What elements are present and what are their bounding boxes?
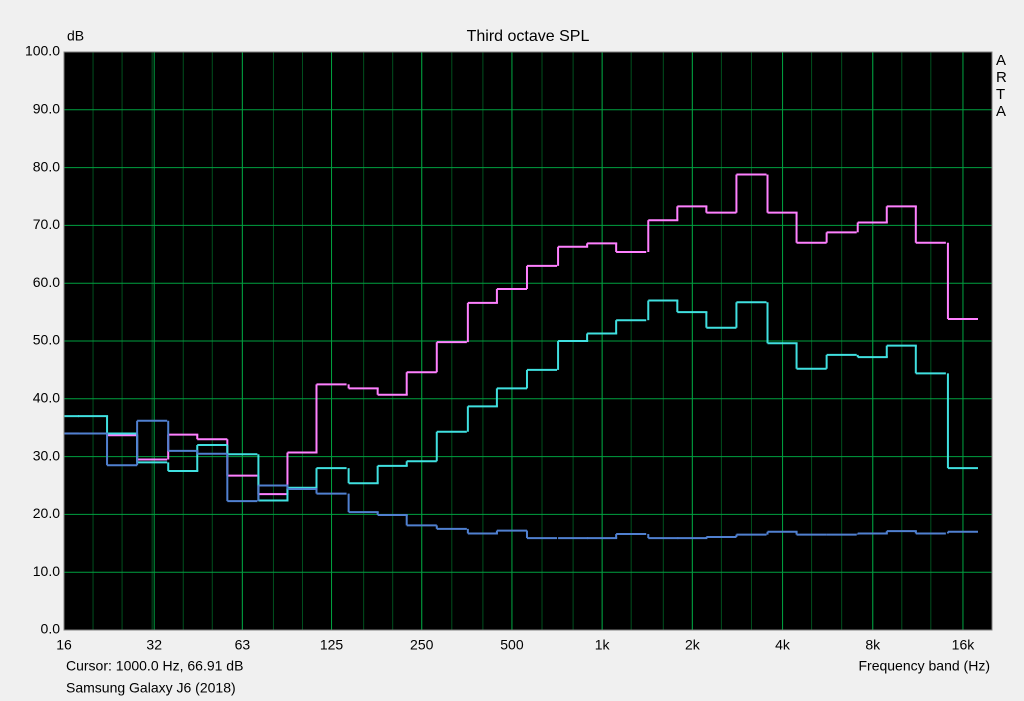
x-tick-label: 8k (865, 637, 881, 653)
y-tick-label: 90.0 (33, 101, 60, 117)
x-tick-label: 500 (500, 637, 524, 653)
y-tick-label: 80.0 (33, 158, 60, 174)
chart-title: Third octave SPL (467, 28, 590, 45)
y-tick-label: 20.0 (33, 505, 60, 521)
y-tick-label: 0.0 (41, 621, 61, 637)
x-tick-label: 4k (775, 637, 791, 653)
y-tick-label: 70.0 (33, 216, 60, 232)
device-label: Samsung Galaxy J6 (2018) (66, 680, 236, 696)
y-axis-label: dB (67, 28, 84, 44)
y-tick-label: 40.0 (33, 390, 60, 406)
y-tick-label: 100.0 (25, 43, 60, 59)
x-tick-label: 63 (235, 637, 251, 653)
x-tick-label: 32 (146, 637, 162, 653)
brand: ARTA (996, 52, 1007, 120)
x-tick-label: 125 (320, 637, 344, 653)
y-tick-label: 30.0 (33, 447, 60, 463)
y-tick-label: 50.0 (33, 332, 60, 348)
x-axis-label: Frequency band (Hz) (858, 658, 990, 674)
y-tick-label: 60.0 (33, 274, 60, 290)
plot-frame (63, 51, 993, 631)
y-tick-label: 10.0 (33, 563, 60, 579)
x-tick-label: 16k (952, 637, 976, 653)
x-tick-label: 16 (56, 637, 72, 653)
x-tick-label: 1k (595, 637, 611, 653)
x-tick-label: 250 (410, 637, 434, 653)
cursor-readout: Cursor: 1000.0 Hz, 66.91 dB (66, 658, 243, 674)
x-tick-label: 2k (685, 637, 701, 653)
